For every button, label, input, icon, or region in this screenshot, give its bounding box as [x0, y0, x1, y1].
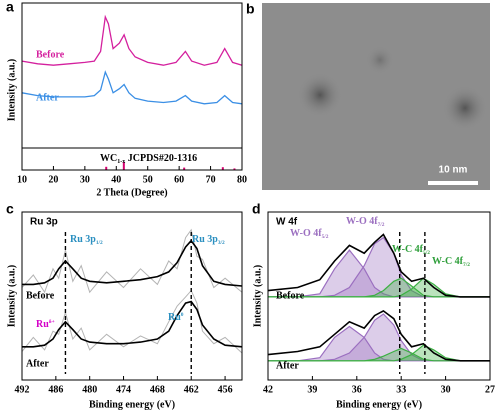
- x-tick-label: 456: [218, 384, 233, 395]
- panel-title: W 4f: [276, 217, 298, 228]
- peak-annotation-main: Ru 3p: [192, 234, 218, 245]
- peak-annotation-main: Ru: [36, 319, 49, 330]
- peak-annotation-sub: 5/2: [423, 250, 430, 256]
- fit-component: [268, 313, 490, 362]
- x-tick-label: 50: [143, 174, 153, 185]
- panel-label: c: [6, 201, 14, 217]
- peak-annotation: Ru 3p1/2: [70, 234, 103, 246]
- series-label: After: [26, 358, 49, 369]
- peak-annotation-main: W-O 4f: [346, 216, 378, 227]
- plot-frame: [21, 211, 243, 381]
- series-label: After: [276, 360, 299, 371]
- peak-annotation: Ru0: [168, 312, 184, 323]
- x-tick-label: 70: [206, 174, 216, 185]
- x-tick-label: 60: [174, 174, 184, 185]
- plot-frame: [267, 211, 491, 381]
- x-tick-label: 30: [441, 384, 451, 395]
- peak-annotation-main: W-C 4f: [392, 244, 424, 255]
- y-axis-label: Intensity (a.u.): [6, 59, 17, 122]
- peak-annotation-sub: 7/2: [378, 222, 385, 228]
- peak-annotation-sub: 5/2: [322, 234, 329, 240]
- x-axis-label: Binding energy (eV): [336, 399, 422, 410]
- peak-annotation-main: W-C 4f: [432, 256, 464, 267]
- peak-annotation: Ru 3p3/2: [192, 234, 225, 246]
- x-tick-label: 20: [48, 174, 58, 185]
- peak-annotation-main: Ru: [168, 312, 181, 323]
- y-axis-label: Intensity (a.u.): [252, 265, 263, 328]
- x-tick-label: 468: [150, 384, 165, 395]
- peak-annotation-sup: 0: [181, 312, 184, 318]
- reference-label: WC1-x JCPDS#20-1316: [100, 153, 197, 165]
- fit-component: [268, 277, 490, 298]
- x-tick-label: 492: [15, 384, 30, 395]
- peak-annotation: W-O 4f7/2: [346, 216, 385, 228]
- peak-annotation: W-O 4f5/2: [290, 228, 329, 240]
- fit-envelope: [22, 300, 243, 348]
- x-tick-label: 36: [352, 384, 362, 395]
- panel-label: d: [252, 201, 261, 217]
- xrd-curve: [21, 14, 243, 66]
- peak-annotation-main: Ru 3p: [70, 234, 96, 245]
- x-tick-label: 40: [111, 174, 121, 185]
- x-tick-label: 480: [82, 384, 97, 395]
- particle: [298, 73, 342, 117]
- fit-envelope: [267, 233, 490, 298]
- peak-annotation: W-C 4f7/2: [432, 256, 470, 268]
- peak-annotation-sub: 3/2: [218, 240, 225, 246]
- peak-annotation-sub: 7/2: [463, 262, 470, 268]
- peak-annotation: Ruδ+: [36, 319, 55, 330]
- x-tick-label: 39: [307, 384, 317, 395]
- reference-suffix: JCPDS#20-1316: [125, 153, 197, 164]
- x-tick-label: 30: [80, 174, 90, 185]
- series-label: After: [36, 92, 59, 103]
- scale-bar-label: 10 nm: [439, 165, 468, 176]
- panel-label: b: [246, 1, 255, 17]
- peak-annotation-sup: δ+: [49, 319, 55, 325]
- peak-annotation-sub: 1/2: [96, 240, 103, 246]
- fit-envelope: [22, 239, 243, 287]
- reference-name: WC: [100, 153, 117, 164]
- particle: [443, 86, 487, 130]
- y-axis-label: Intensity (a.u.): [6, 265, 17, 328]
- fit-envelope: [267, 309, 490, 362]
- x-tick-label: 486: [48, 384, 63, 395]
- plot-frame: [21, 2, 243, 171]
- xrd-curve: [21, 70, 243, 105]
- panel-label: a: [6, 0, 14, 15]
- x-tick-label: 27: [485, 384, 495, 395]
- particle: [366, 46, 394, 74]
- x-tick-label: 462: [184, 384, 199, 395]
- x-tick-label: 80: [237, 174, 247, 185]
- reference-sub: 1-x: [117, 159, 125, 165]
- x-axis-label: Binding energy (eV): [89, 399, 175, 410]
- x-tick-label: 10: [17, 174, 27, 185]
- series-label: Before: [276, 290, 305, 301]
- series-label: Before: [36, 49, 65, 60]
- series-label: Before: [26, 290, 55, 301]
- panel-title: Ru 3p: [30, 217, 58, 228]
- fit-component: [268, 344, 490, 362]
- x-tick-label: 42: [263, 384, 273, 395]
- peak-annotation: W-C 4f5/2: [392, 244, 430, 256]
- peak-annotation-main: W-O 4f: [290, 228, 322, 239]
- x-axis-label: 2 Theta (Degree): [96, 187, 167, 198]
- x-tick-label: 474: [116, 384, 131, 395]
- x-tick-label: 33: [396, 384, 406, 395]
